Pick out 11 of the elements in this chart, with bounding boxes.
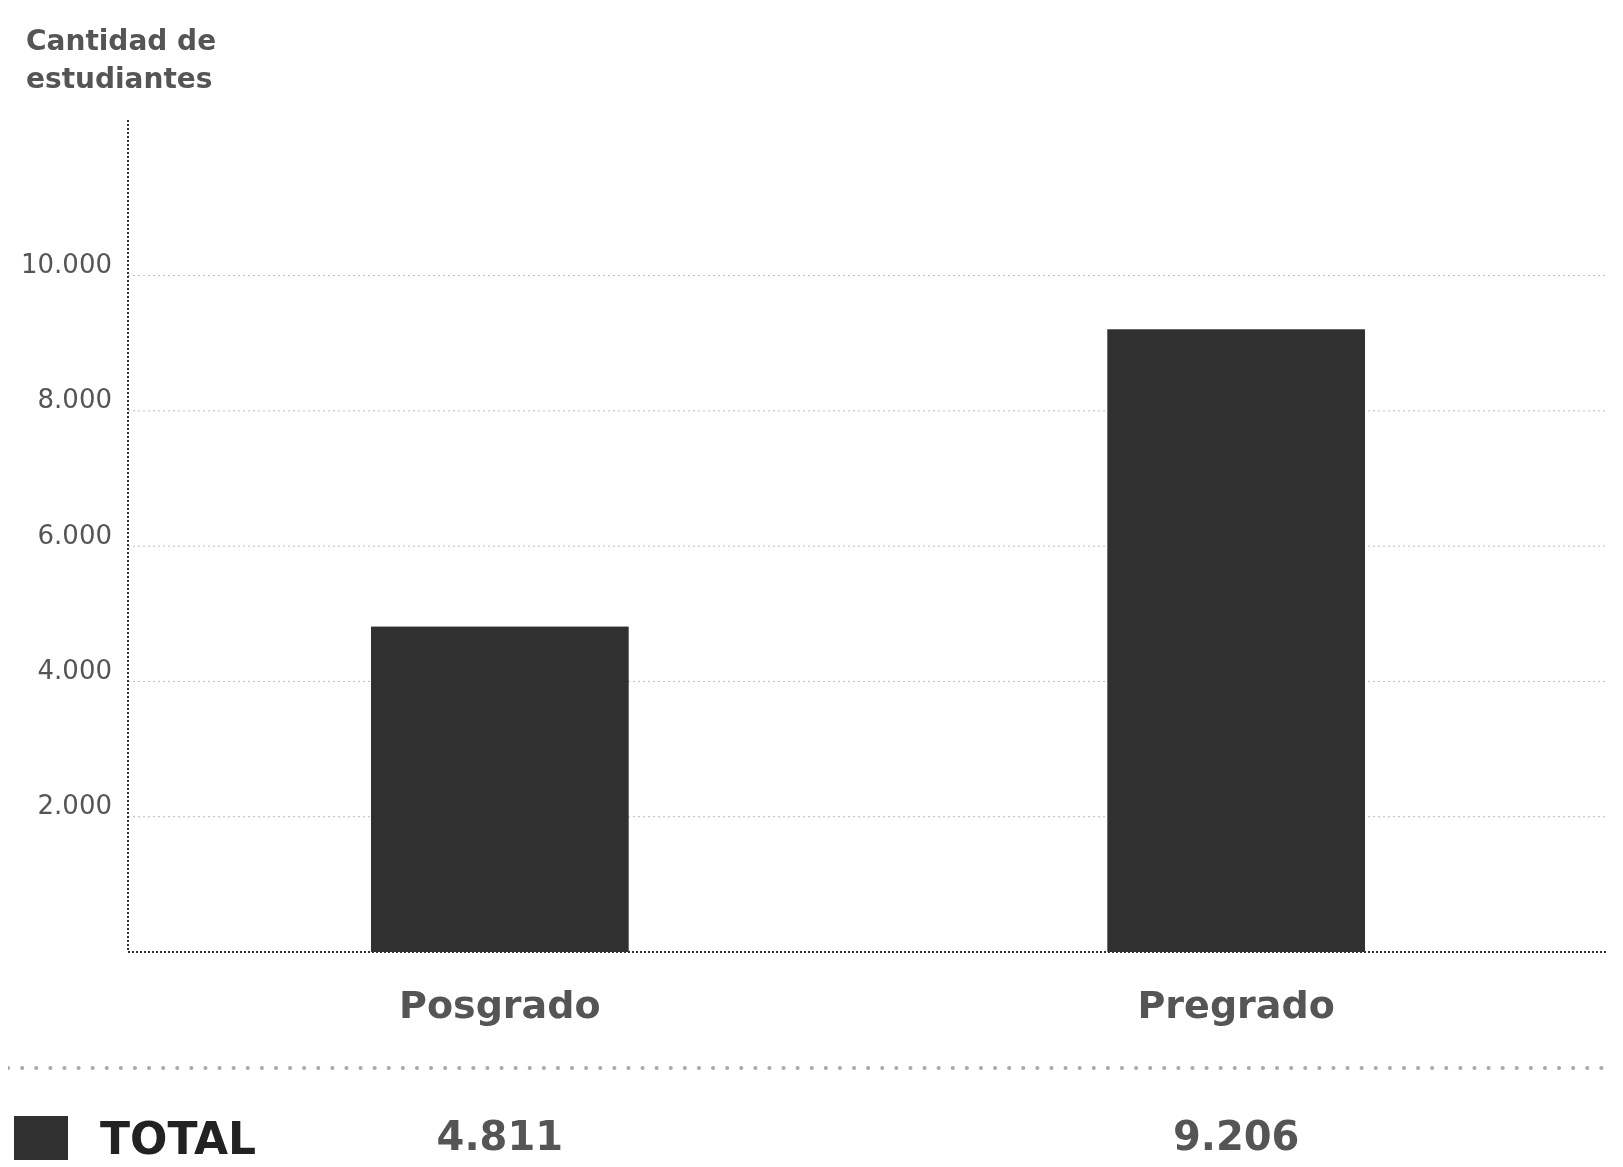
y-tick-label: 10.000 bbox=[21, 248, 112, 279]
y-axis-title: Cantidad de estudiantes bbox=[26, 24, 217, 95]
y-tick-label: 2.000 bbox=[37, 790, 112, 821]
y-tick-label: 6.000 bbox=[37, 519, 112, 550]
data-label: 9.206 bbox=[1172, 1113, 1300, 1159]
legend-label: TOTAL bbox=[100, 1113, 257, 1164]
y-tick-label: 8.000 bbox=[37, 384, 112, 415]
y-tick-label: 4.000 bbox=[37, 654, 112, 685]
data-label: 4.811 bbox=[436, 1113, 564, 1159]
x-tick-label: Pregrado bbox=[1137, 983, 1335, 1027]
x-tick-label: Posgrado bbox=[399, 983, 601, 1027]
